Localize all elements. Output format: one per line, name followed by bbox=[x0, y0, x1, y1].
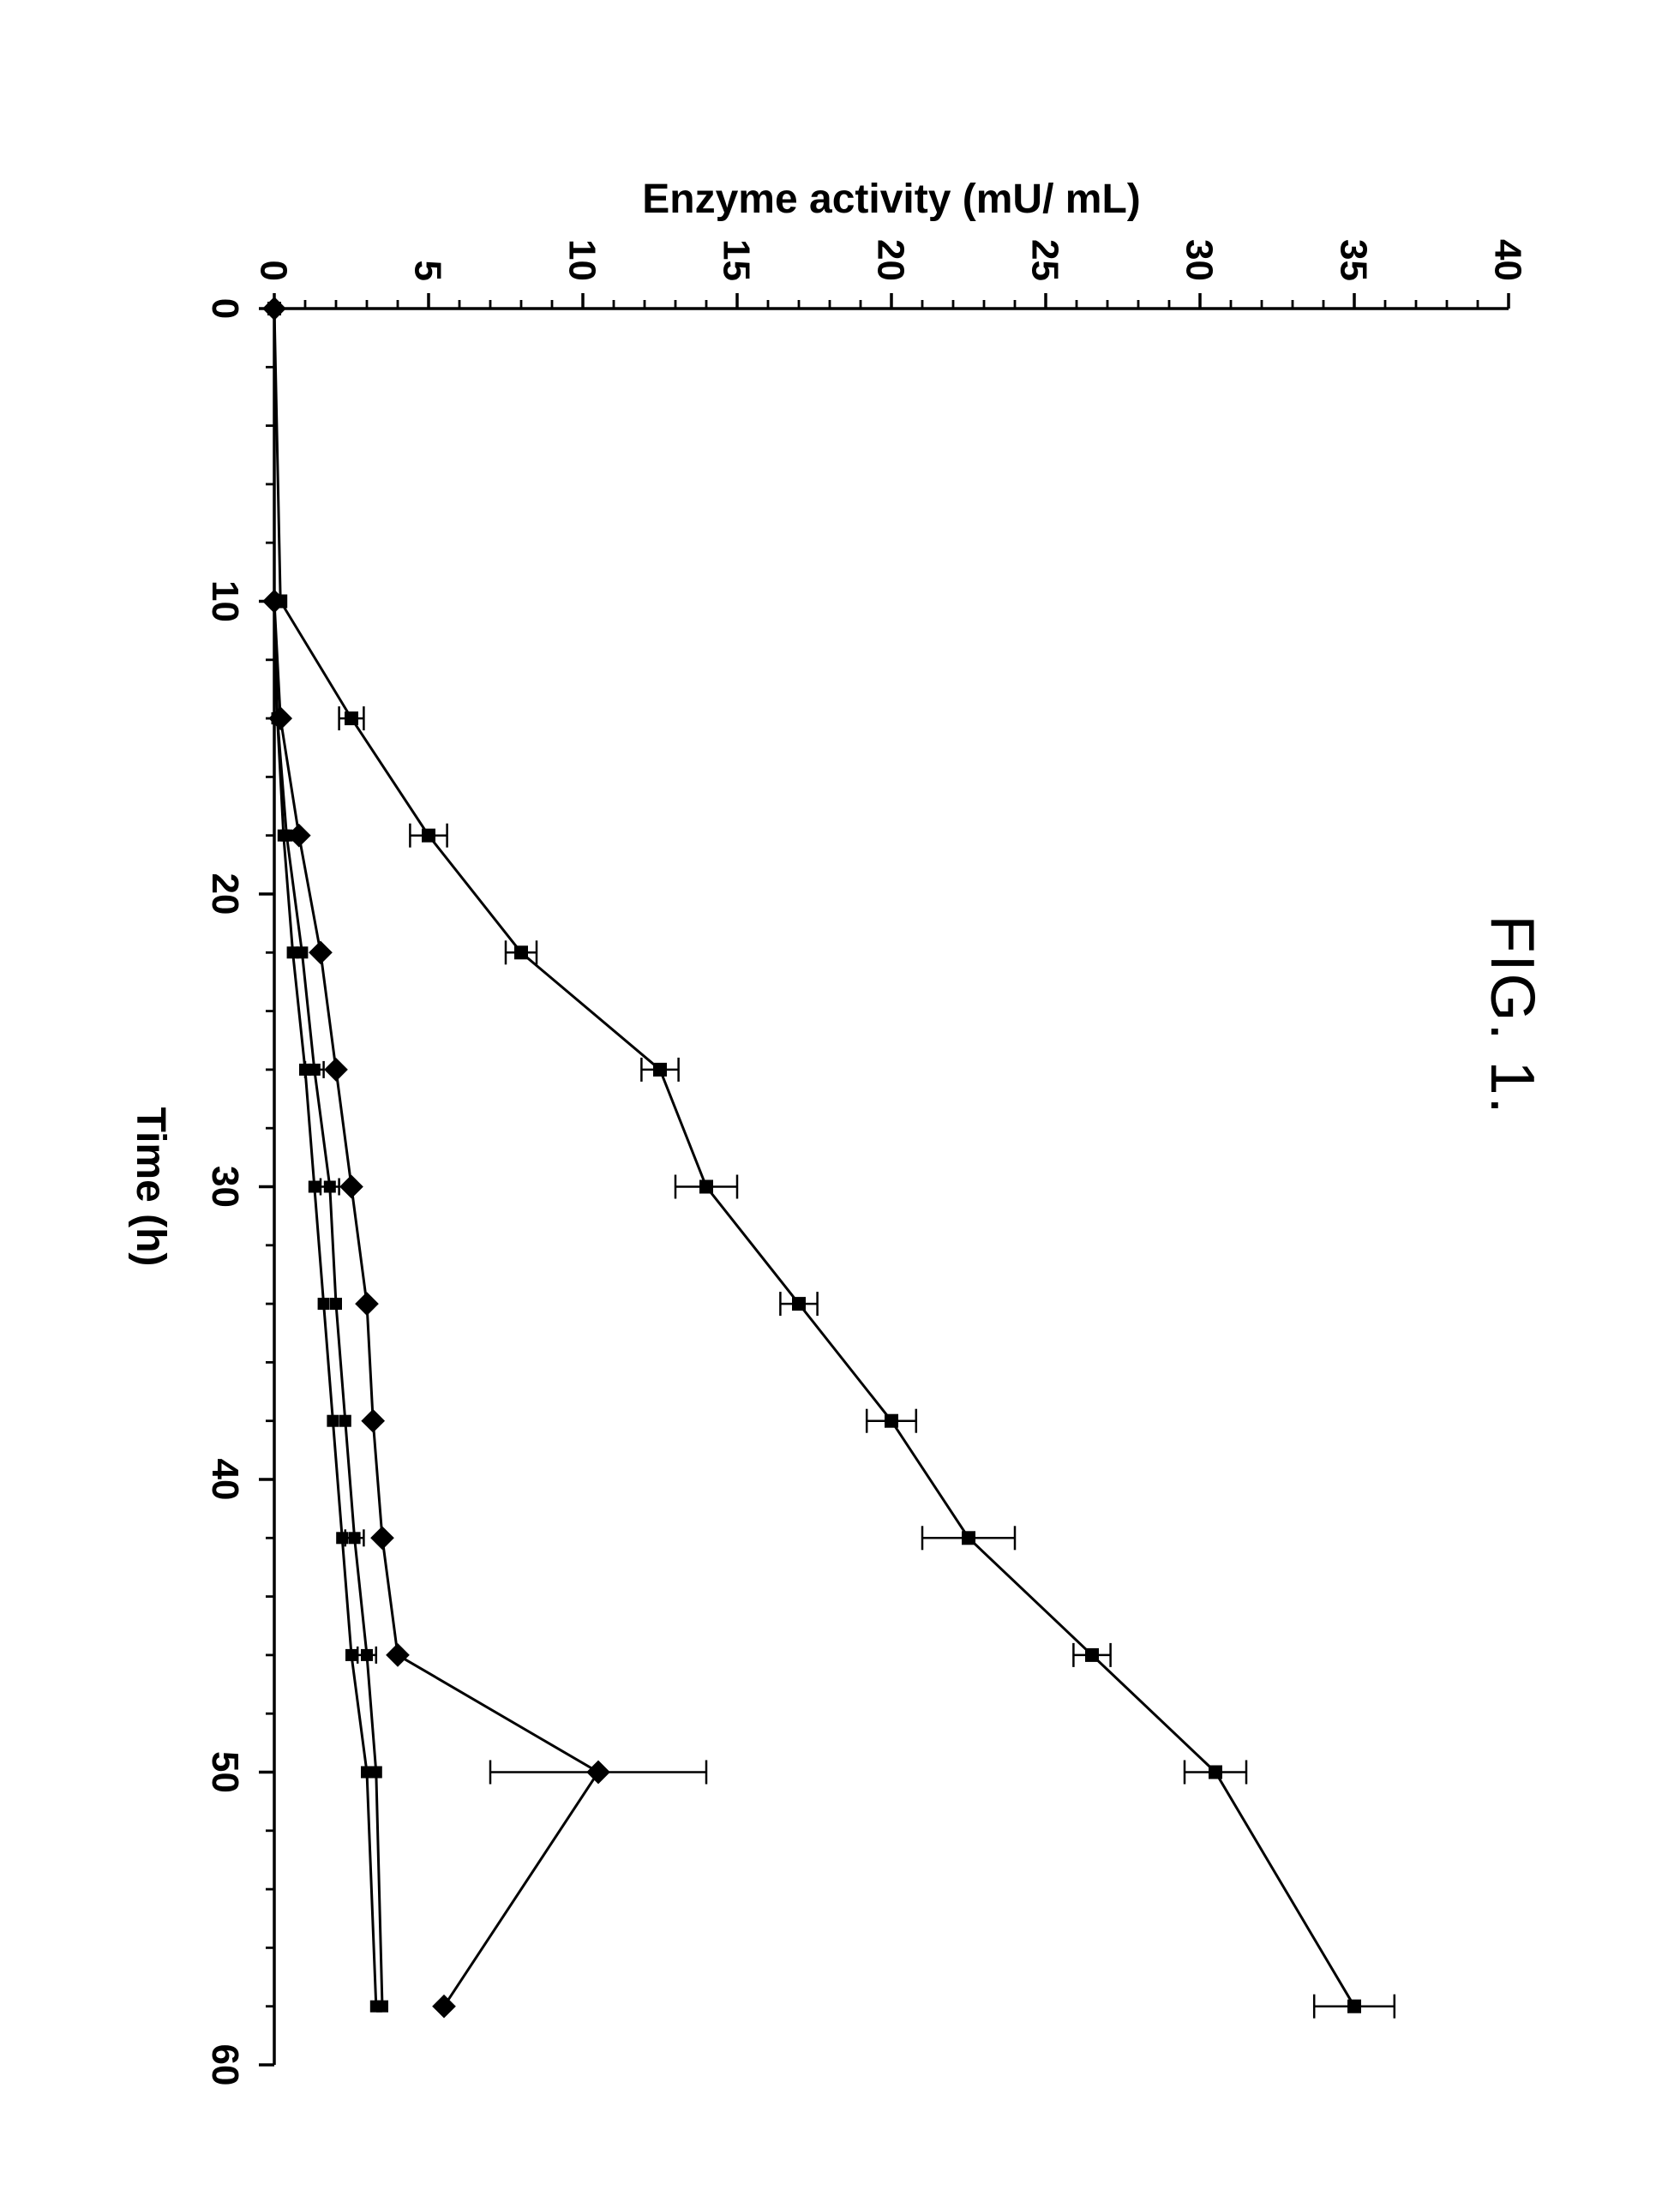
series-line bbox=[274, 309, 1354, 2007]
data-marker bbox=[349, 1532, 361, 1544]
axes: 0 10 20 30 40 50 60 0 5 10 15 20 25 30 35 40 Time (h) Enz… bbox=[128, 177, 1529, 2085]
data-marker bbox=[432, 1995, 456, 2019]
y-tick-label: 0 bbox=[253, 261, 295, 281]
data-marker bbox=[327, 1415, 339, 1427]
data-marker bbox=[361, 1649, 373, 1661]
x-tick-label: 60 bbox=[204, 2044, 246, 2086]
data-marker bbox=[386, 1643, 410, 1667]
data-marker bbox=[318, 1298, 330, 1310]
x-axis-title: Time (h) bbox=[128, 1107, 173, 1267]
y-tick-label: 5 bbox=[407, 261, 449, 281]
data-marker bbox=[1085, 1648, 1099, 1662]
data-marker bbox=[339, 1415, 351, 1427]
y-tick-label: 40 bbox=[1487, 239, 1529, 281]
series-diamond bbox=[262, 297, 706, 2018]
series-line bbox=[274, 309, 598, 2007]
x-tick-label: 40 bbox=[204, 1459, 246, 1501]
y-tick-label: 25 bbox=[1024, 239, 1066, 281]
data-marker bbox=[1209, 1766, 1222, 1779]
figure-container: 0 10 20 30 40 50 60 0 5 10 15 20 25 30 35 40 Time (h) Enz… bbox=[0, 0, 1680, 2202]
data-marker bbox=[330, 1298, 342, 1310]
data-marker bbox=[278, 830, 290, 842]
data-marker bbox=[299, 1064, 311, 1076]
data-marker bbox=[653, 1063, 667, 1077]
data-marker bbox=[339, 1175, 363, 1199]
chart-svg: 0 10 20 30 40 50 60 0 5 10 15 20 25 30 35 40 Time (h) Enz… bbox=[0, 0, 1680, 2202]
data-marker bbox=[324, 1181, 336, 1193]
data-marker bbox=[324, 1058, 348, 1082]
data-marker bbox=[586, 1761, 610, 1785]
data-marker bbox=[268, 596, 280, 608]
y-tick-label: 35 bbox=[1333, 239, 1375, 281]
y-tick-label: 10 bbox=[561, 239, 603, 281]
data-marker bbox=[355, 1292, 379, 1316]
x-tick-label: 50 bbox=[204, 1751, 246, 1793]
data-marker bbox=[345, 711, 358, 725]
data-marker bbox=[370, 2001, 382, 2013]
y-tick-label: 15 bbox=[716, 239, 758, 281]
data-marker bbox=[1347, 2000, 1361, 2013]
data-marker bbox=[962, 1531, 975, 1545]
data-marker bbox=[361, 1767, 373, 1779]
x-tick-label: 0 bbox=[204, 298, 246, 319]
data-marker bbox=[309, 940, 333, 964]
y-axis-title: Enzyme activity (mU/ mL) bbox=[642, 177, 1140, 222]
data-marker bbox=[272, 712, 284, 724]
y-tick-label: 20 bbox=[870, 239, 912, 281]
data-marker bbox=[699, 1180, 713, 1194]
series-low-a bbox=[268, 303, 388, 2013]
data-marker bbox=[514, 945, 528, 959]
x-tick-label: 10 bbox=[204, 580, 246, 622]
data-marker bbox=[309, 1181, 321, 1193]
data-marker bbox=[885, 1414, 898, 1428]
data-marker bbox=[268, 303, 280, 315]
data-marker bbox=[792, 1297, 806, 1311]
data-marker bbox=[287, 946, 299, 958]
y-tick-label: 30 bbox=[1179, 239, 1221, 281]
x-tick-label: 30 bbox=[204, 1166, 246, 1208]
series-line bbox=[274, 309, 382, 2007]
data-marker bbox=[361, 1409, 385, 1433]
data-marker bbox=[336, 1532, 348, 1544]
x-tick-label: 20 bbox=[204, 873, 246, 915]
data-marker bbox=[345, 1649, 357, 1661]
data-marker bbox=[370, 1526, 394, 1550]
figure-title: FIG. 1. bbox=[1478, 915, 1546, 1115]
series-high bbox=[267, 302, 1395, 2019]
data-marker bbox=[422, 829, 435, 843]
